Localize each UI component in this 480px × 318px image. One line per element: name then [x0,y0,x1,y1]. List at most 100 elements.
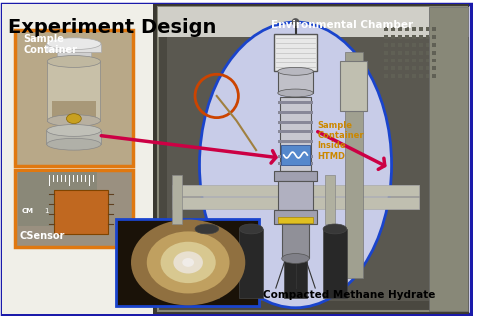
Bar [398,51,402,55]
Bar [405,51,409,55]
Bar [172,175,182,224]
Bar [278,140,313,143]
Bar [429,7,468,311]
Bar [426,27,430,31]
Bar [391,43,395,47]
Ellipse shape [48,56,100,67]
Bar [412,51,416,55]
Bar [195,229,219,298]
Bar [412,59,416,62]
Bar [398,35,402,39]
Ellipse shape [161,242,216,283]
Bar [384,43,388,47]
Bar [57,52,91,61]
Bar [412,66,416,70]
Bar [345,52,362,278]
Bar [405,66,409,70]
Ellipse shape [147,232,229,294]
Ellipse shape [67,114,81,123]
Bar [426,51,430,55]
Bar [432,27,436,31]
Bar [432,59,436,62]
Bar [391,27,395,31]
Bar [432,66,436,70]
Bar [172,197,419,209]
Text: CM: CM [22,208,34,214]
Bar [48,61,100,121]
Bar [398,66,402,70]
Bar [426,35,430,39]
Bar [278,121,313,123]
Bar [384,51,388,55]
Bar [323,229,347,298]
Ellipse shape [173,251,203,273]
Bar [432,43,436,47]
Bar [18,172,96,226]
Bar [432,51,436,55]
Ellipse shape [195,224,219,234]
Ellipse shape [323,224,347,234]
Bar [281,145,310,165]
Bar [419,27,422,31]
Bar [419,59,422,62]
Bar [391,51,395,55]
Bar [15,170,133,247]
Ellipse shape [48,115,100,127]
Text: Experiment Design: Experiment Design [8,18,216,37]
Bar [278,155,313,158]
Bar [384,35,388,39]
Bar [384,59,388,62]
Bar [412,74,416,78]
Bar [412,27,416,31]
Bar [405,43,409,47]
Bar [172,185,419,197]
Ellipse shape [291,18,300,26]
Bar [426,43,430,47]
Ellipse shape [182,258,194,267]
Bar [398,59,402,62]
Bar [278,111,313,114]
Bar [432,74,436,78]
Ellipse shape [240,224,263,234]
Bar [278,162,313,165]
Bar [240,229,263,298]
Text: Environmental Chamber: Environmental Chamber [271,20,413,30]
Bar [278,217,313,223]
Bar [405,74,409,78]
Ellipse shape [200,22,392,308]
Bar [405,59,409,62]
Bar [426,74,430,78]
Bar [284,229,307,298]
Bar [157,7,469,37]
Bar [168,10,458,301]
Bar [153,4,469,314]
Text: CSensor: CSensor [20,231,65,241]
Bar [274,171,317,181]
Bar [157,7,467,311]
Bar [46,130,101,144]
Bar [325,175,335,224]
Bar [419,35,422,39]
Ellipse shape [47,138,101,150]
Bar [54,190,108,234]
Ellipse shape [278,89,313,97]
Bar [278,130,313,133]
Ellipse shape [47,125,101,136]
Bar [278,71,313,93]
Bar [419,43,422,47]
Bar [340,61,367,111]
Bar [412,43,416,47]
Bar [46,44,101,52]
Bar [426,66,430,70]
Bar [2,4,153,314]
Bar [384,66,388,70]
Bar [274,34,317,71]
Bar [384,74,388,78]
Text: 1: 1 [44,208,49,214]
Bar [274,210,317,224]
Bar [398,74,402,78]
Bar [432,35,436,39]
Bar [391,66,395,70]
Text: Sample
Container
Inside
HTMD: Sample Container Inside HTMD [317,121,364,161]
Ellipse shape [284,224,307,234]
